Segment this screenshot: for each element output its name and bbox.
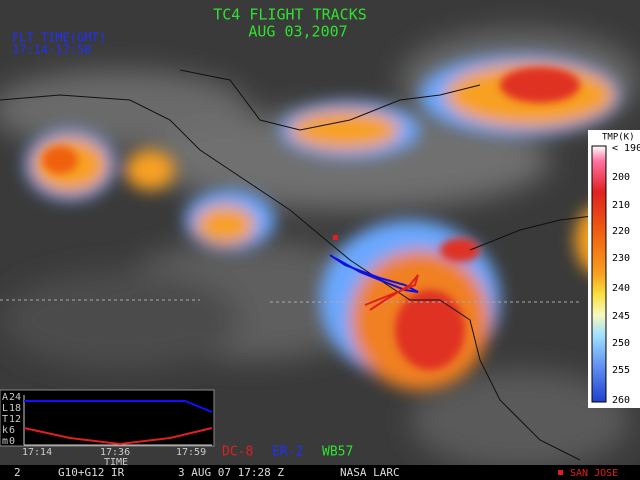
colorbar-label: 240 [612,283,630,294]
colorbar-label: 230 [612,253,630,264]
axis-letter: L [2,403,8,414]
x-tick-label: 17:59 [176,447,206,458]
legend-wb57: WB57 [322,445,353,460]
colorbar-label: 220 [612,226,630,237]
axis-letter: k [2,425,8,436]
legend-dc8: DC-8 [222,445,253,460]
x-axis-label: TIME [104,457,128,468]
location-marker: SAN JOSE [570,468,618,479]
colorbar-label: 255 [612,365,630,376]
footer: 2 G10+G12 IR 3 AUG 07 17:28 Z NASA LARC … [0,465,640,480]
y-tick-label: 24 [9,392,21,403]
y-tick-label: 0 [9,436,15,447]
legend-er2: ER-2 [272,445,303,460]
y-tick-label: 18 [9,403,21,414]
flight-tracks [329,235,419,311]
flight-time-label: FLT TIME(GMT) [12,31,106,45]
altitude-inset: A 24L 18T 12k 6m 0 17:14 17:36 17:59 TIME [0,389,215,468]
y-tick-label: 12 [9,414,21,425]
colorbar-label: 250 [612,338,630,349]
date: AUG 03,2007 [248,23,347,41]
axis-letter: T [2,414,8,425]
colorbar: TMP(K) < 190 200 210 220 230 240 245 250 255 260 [588,130,640,408]
colorbar-label: 200 [612,172,630,183]
colorbar-label: 245 [612,311,630,322]
colorbar-title: TMP(K) [602,133,635,143]
frame-number: 2 [14,466,21,479]
header: TC4 FLIGHT TRACKS AUG 03,2007 [213,6,367,41]
colorbar-label: 210 [612,200,630,211]
datetime: 3 AUG 07 17:28 Z [178,466,284,479]
flight-time-range: 17:14-17:58 [12,43,91,57]
x-tick-label: 17:36 [100,447,130,458]
colorbar-label: 260 [612,395,630,406]
axis-letter: m [2,436,8,447]
colorbar-label: < 190 [612,143,640,154]
source: NASA LARC [340,466,400,479]
axis-letter: A [2,392,8,403]
y-tick-label: 6 [9,425,15,436]
title: TC4 FLIGHT TRACKS [213,6,367,24]
sensor: G10+G12 IR [58,466,125,479]
legend: DC-8 ER-2 WB57 [222,445,353,460]
x-tick-label: 17:14 [22,447,52,458]
